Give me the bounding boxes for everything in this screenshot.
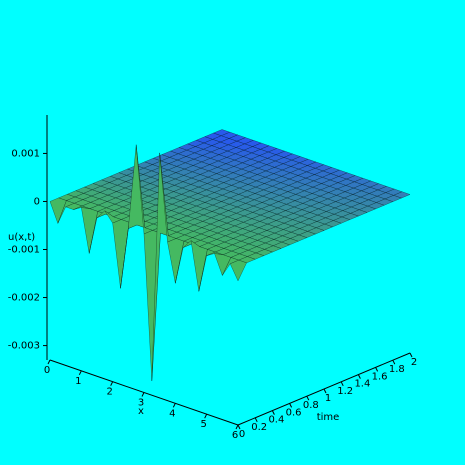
y-tick bbox=[357, 374, 361, 379]
x-tick bbox=[110, 381, 114, 386]
x-tick bbox=[204, 413, 208, 419]
y-tick bbox=[254, 417, 258, 423]
y-tick-label: 0 bbox=[239, 429, 245, 440]
y-tick bbox=[289, 403, 293, 408]
x-tick bbox=[47, 359, 51, 365]
y-tick bbox=[271, 410, 275, 415]
z-tick-label: -0.003 bbox=[8, 341, 40, 352]
y-tick bbox=[237, 424, 241, 430]
x-tick-label: 4 bbox=[169, 408, 175, 419]
surface-patch bbox=[229, 259, 247, 282]
y-tick-label: 1.6 bbox=[372, 371, 388, 382]
y-tick-label: 2 bbox=[411, 357, 417, 368]
x-tick bbox=[235, 424, 239, 430]
z-tick-label: 0 bbox=[34, 196, 40, 207]
x-tick-label: 2 bbox=[106, 387, 112, 398]
y-tick-label: 0.4 bbox=[268, 415, 284, 426]
x-axis-label: x bbox=[138, 406, 144, 417]
z-axis-label: u(x,t) bbox=[8, 232, 35, 243]
y-tick bbox=[323, 388, 327, 394]
x-tick-label: 3 bbox=[138, 398, 144, 409]
y-tick-label: 1.2 bbox=[337, 386, 353, 397]
x-tick-label: 1 bbox=[75, 376, 81, 387]
y-tick-label: 0.8 bbox=[303, 400, 319, 411]
y-tick bbox=[375, 367, 379, 372]
y-tick bbox=[340, 381, 344, 387]
x-tick-label: 0 bbox=[44, 365, 50, 376]
z-tick-label: 0.001 bbox=[11, 148, 40, 159]
y-tick-label: 1 bbox=[325, 393, 331, 404]
y-tick-label: 1.4 bbox=[354, 379, 370, 390]
x-tick bbox=[141, 392, 145, 397]
z-tick-label: -0.002 bbox=[8, 293, 40, 304]
x-tick-label: 6 bbox=[232, 430, 238, 441]
y-tick bbox=[409, 352, 413, 358]
y-tick-label: 0.6 bbox=[286, 407, 302, 418]
y-axis-label: time bbox=[317, 412, 340, 423]
y-tick bbox=[392, 359, 396, 365]
y-tick-label: 1.8 bbox=[389, 364, 405, 375]
y-tick bbox=[306, 395, 310, 401]
z-tick-label: -0.001 bbox=[8, 245, 40, 256]
x-tick bbox=[172, 403, 176, 408]
x-tick bbox=[78, 370, 82, 376]
y-tick-label: 0.2 bbox=[251, 422, 267, 433]
x-tick-label: 5 bbox=[200, 419, 206, 430]
